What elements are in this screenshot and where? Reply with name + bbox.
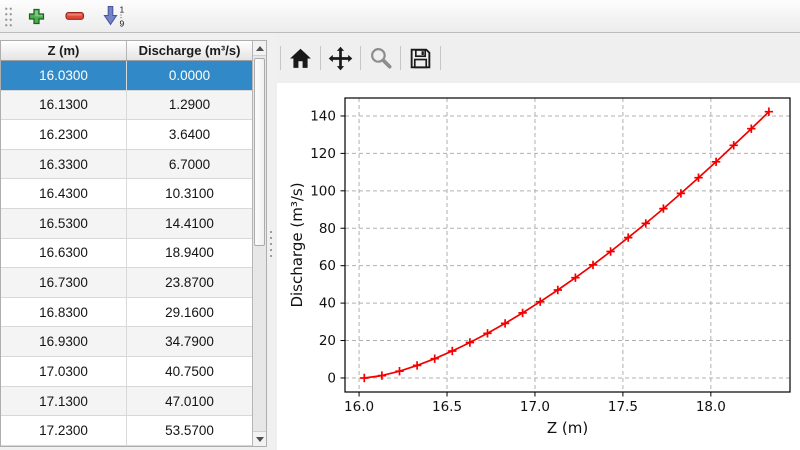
discharge-cell[interactable]: 1.2900 <box>168 97 211 113</box>
discharge-cell[interactable]: 14.4100 <box>165 215 214 231</box>
z-cell[interactable]: 16.6300 <box>1 238 127 268</box>
x-axis-label: Z (m) <box>547 419 588 437</box>
svg-text:1: 1 <box>119 5 124 15</box>
table-row[interactable]: 16.4300 10.3100 <box>1 179 252 210</box>
rating-table: Z (m) Discharge (m³/s) 16.0300 0.0000 16.1… <box>0 40 267 447</box>
y-tick-label: 120 <box>310 146 336 162</box>
pan-button[interactable] <box>321 44 360 72</box>
table-row[interactable]: 16.6300 18.9400 <box>1 238 252 269</box>
toolbar-separator <box>280 46 281 70</box>
toolbar-separator <box>360 46 361 70</box>
discharge-cell[interactable]: 34.7900 <box>165 334 214 350</box>
y-tick-label: 80 <box>319 221 336 237</box>
table-row[interactable]: 16.9300 34.7900 <box>1 327 252 358</box>
discharge-cell[interactable]: 23.8700 <box>165 275 214 291</box>
toolbar-drag-handle[interactable] <box>3 4 12 28</box>
table-row[interactable]: 16.0300 0.0000 <box>1 61 252 91</box>
z-cell[interactable]: 16.5300 <box>1 209 127 238</box>
table-row[interactable]: 16.7300 23.8700 <box>1 268 252 298</box>
table-body: 16.0300 0.0000 16.1300 1.2900 16.2300 3.6400 1… <box>1 61 252 446</box>
plot-toolbar <box>280 44 441 72</box>
table-row[interactable]: 16.5300 14.4100 <box>1 209 252 239</box>
splitter-handle[interactable] <box>267 33 275 450</box>
scroll-down-button[interactable] <box>253 431 266 446</box>
x-tick-label: 18.0 <box>696 399 726 415</box>
discharge-cell[interactable]: 10.3100 <box>165 186 214 202</box>
y-tick-label: 0 <box>327 370 336 386</box>
zoom-rect-button[interactable] <box>361 44 400 72</box>
table-row[interactable]: 17.0300 40.7500 <box>1 357 252 387</box>
remove-row-button[interactable] <box>60 2 90 30</box>
z-cell[interactable]: 16.8300 <box>1 297 127 327</box>
column-header-z[interactable]: Z (m) <box>1 41 127 60</box>
x-tick-label: 17.5 <box>608 399 638 415</box>
magnifier-icon <box>370 48 392 69</box>
column-header-discharge[interactable]: Discharge (m³/s) <box>138 43 241 58</box>
save-icon <box>410 48 431 68</box>
data-markers <box>360 107 774 383</box>
y-tick-label: 20 <box>319 333 336 349</box>
z-cell[interactable]: 16.1300 <box>1 90 127 120</box>
discharge-cell[interactable]: 3.6400 <box>168 127 211 143</box>
z-cell[interactable]: 16.7300 <box>1 268 127 297</box>
y-axis-label: Discharge (m³/s) <box>288 182 306 307</box>
discharge-plot[interactable]: 16.0 16.5 17.0 17.5 18.0 0 20 40 60 80 100 120 140 Z … <box>277 83 800 450</box>
x-tick-label: 16.5 <box>432 399 462 415</box>
z-cell[interactable]: 17.1300 <box>1 386 127 416</box>
scroll-up-button[interactable] <box>253 41 266 56</box>
minus-icon <box>65 11 85 20</box>
z-cell[interactable]: 17.2300 <box>1 416 127 445</box>
y-tick-label: 40 <box>319 296 336 312</box>
save-button[interactable] <box>401 44 440 72</box>
toolbar-separator <box>400 46 401 70</box>
discharge-cell[interactable]: 6.7000 <box>168 156 211 172</box>
z-cell[interactable]: 16.2300 <box>1 120 127 149</box>
discharge-cell[interactable]: 18.9400 <box>165 245 214 261</box>
toolbar-separator <box>440 46 441 70</box>
table-row[interactable]: 17.2300 53.5700 <box>1 416 252 446</box>
discharge-cell[interactable]: 47.0100 <box>165 393 214 409</box>
z-cell[interactable]: 16.4300 <box>1 179 127 209</box>
z-cell[interactable]: 17.0300 <box>1 357 127 386</box>
discharge-cell[interactable]: 0.0000 <box>168 67 211 83</box>
table-row[interactable]: 16.1300 1.2900 <box>1 90 252 121</box>
table-vertical-scrollbar[interactable] <box>252 41 266 446</box>
z-cell[interactable]: 16.3300 <box>1 149 127 179</box>
sort-ascending-button[interactable]: 1 9 <box>99 2 129 30</box>
x-tick-label: 16.0 <box>344 399 374 415</box>
y-tick-label: 140 <box>310 108 336 124</box>
y-tick-label: 60 <box>319 258 336 274</box>
toolbar-separator <box>320 46 321 70</box>
svg-text:9: 9 <box>119 19 124 28</box>
data-line <box>364 111 770 379</box>
add-row-button[interactable] <box>21 2 51 30</box>
axes-frame <box>344 97 791 393</box>
plot-panel: 16.0 16.5 17.0 17.5 18.0 0 20 40 60 80 100 120 140 Z … <box>275 33 800 450</box>
z-cell[interactable]: 16.9300 <box>1 327 127 357</box>
main-toolbar: 1 9 <box>0 0 800 33</box>
discharge-cell[interactable]: 40.7500 <box>165 363 214 379</box>
table-row[interactable]: 16.8300 29.1600 <box>1 297 252 328</box>
arrow-up-icon <box>255 45 264 51</box>
plot-canvas[interactable]: 16.0 16.5 17.0 17.5 18.0 0 20 40 60 80 100 120 140 Z … <box>277 83 800 450</box>
pan-icon <box>328 46 353 70</box>
table-row[interactable]: 16.2300 3.6400 <box>1 120 252 150</box>
discharge-cell[interactable]: 53.5700 <box>165 423 214 439</box>
sort-ascending-icon: 1 9 <box>102 5 124 28</box>
home-icon <box>290 48 311 68</box>
splitter-dots-icon <box>270 229 272 259</box>
z-cell[interactable]: 16.0300 <box>1 61 127 90</box>
home-button[interactable] <box>281 44 320 72</box>
y-tick-label: 100 <box>310 183 336 199</box>
table-header-row: Z (m) Discharge (m³/s) <box>1 41 266 61</box>
plus-icon <box>28 8 44 24</box>
scrollbar-thumb[interactable] <box>253 58 265 246</box>
arrow-down-icon <box>255 436 264 442</box>
x-tick-label: 17.0 <box>520 399 550 415</box>
table-row[interactable]: 16.3300 6.7000 <box>1 149 252 180</box>
discharge-cell[interactable]: 29.1600 <box>165 304 214 320</box>
table-row[interactable]: 17.1300 47.0100 <box>1 386 252 417</box>
